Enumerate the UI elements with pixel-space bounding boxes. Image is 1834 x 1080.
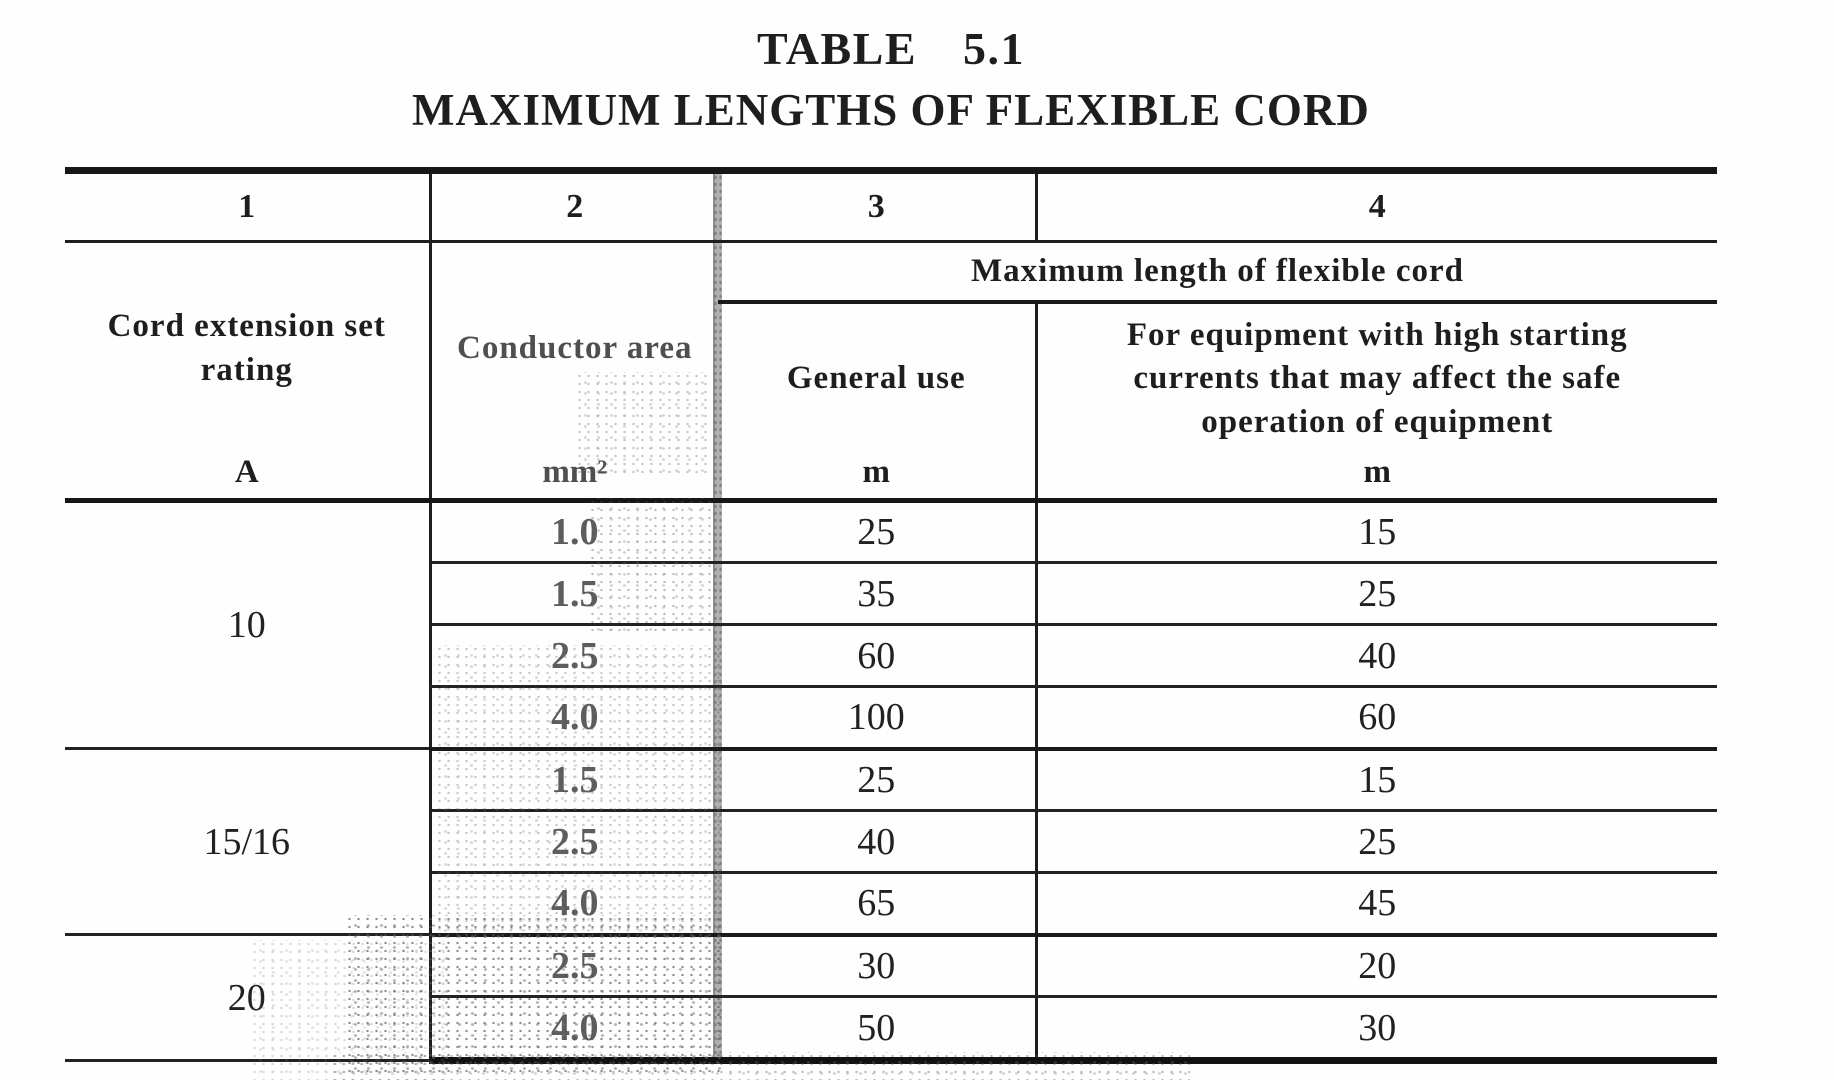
- general-use-cell: 25: [718, 748, 1036, 812]
- table-row: 4.0 50 30: [65, 996, 1717, 1064]
- high-current-cell: 15: [1034, 748, 1717, 812]
- table-row: 2.5 60 40: [65, 624, 1717, 688]
- table-row: 4.0 100 60: [65, 686, 1717, 751]
- high-current-cell: 60: [1034, 686, 1717, 751]
- header-row-top: Cord extension set rating A Conductor ar…: [65, 241, 1717, 503]
- conductor-area-cell: 1.0: [428, 500, 718, 564]
- scan-speckle: [588, 498, 713, 633]
- flexible-cord-table: 1 2 3 4 Cord extension set rating A Cond…: [65, 167, 1717, 1064]
- conductor-area-cell: 1.5: [428, 748, 718, 812]
- col-number-2: 2: [428, 167, 718, 243]
- rating-cell: 15/16: [65, 748, 430, 936]
- general-use-cell: 40: [718, 810, 1036, 874]
- header-conductor-area: Conductor area mm²: [428, 241, 718, 503]
- col-number-1: 1: [65, 167, 430, 243]
- table-row: 15/16 1.5 25 15: [65, 748, 1717, 936]
- column-number-row: 1 2 3 4: [65, 167, 1717, 243]
- conductor-area-cell: 1.5: [428, 562, 718, 626]
- scan-speckle: [435, 645, 720, 940]
- cord-rating-unit: A: [234, 454, 259, 490]
- general-use-cell: 100: [718, 686, 1036, 751]
- high-current-label: For equipment with high starting current…: [1126, 316, 1628, 441]
- scan-speckle: [250, 940, 445, 1080]
- high-current-cell: 30: [1034, 996, 1717, 1064]
- col-number-4: 4: [1034, 167, 1717, 243]
- high-current-cell: 40: [1034, 624, 1717, 688]
- table-row: 10 1.0 25 15: [65, 500, 1717, 750]
- header-high-current: For equipment with high starting current…: [1034, 301, 1717, 503]
- high-current-cell: 45: [1034, 872, 1717, 937]
- high-current-cell: 25: [1034, 810, 1717, 874]
- conductor-area-cell: 2.5: [428, 624, 718, 688]
- conductor-area-label: Conductor area: [456, 330, 693, 367]
- table-row: 1.5 35 25: [65, 562, 1717, 626]
- general-use-cell: 25: [718, 500, 1036, 564]
- general-use-label: General use: [786, 360, 966, 397]
- high-current-cell: 15: [1034, 500, 1717, 564]
- scan-smudge: [345, 915, 725, 1078]
- header-max-length: Maximum length of flexible cord: [718, 241, 1717, 304]
- scan-smudge: [330, 1052, 1190, 1080]
- general-use-cell: 35: [718, 562, 1036, 626]
- header-general-use: General use m: [718, 301, 1036, 503]
- general-use-cell: 30: [718, 934, 1036, 998]
- table-title: TABLE 5.1: [756, 23, 1026, 74]
- table-subtitle: MAXIMUM LENGTHS OF FLEXIBLE CORD: [412, 85, 1370, 135]
- general-use-cell: 50: [718, 996, 1036, 1064]
- general-use-unit: m: [862, 454, 891, 491]
- rating-cell: 10: [65, 500, 430, 750]
- high-current-cell: 25: [1034, 562, 1717, 626]
- header-cord-rating: Cord extension set rating A: [65, 241, 430, 503]
- high-current-cell: 20: [1034, 934, 1717, 998]
- table-row: 2.5 40 25: [65, 810, 1717, 874]
- header-row-sub: General use m For equipment with high st…: [65, 301, 1717, 503]
- conductor-area-cell: 2.5: [428, 810, 718, 874]
- conductor-area-cell: 4.0: [428, 686, 718, 751]
- high-current-unit: m: [1363, 454, 1392, 491]
- general-use-cell: 60: [718, 624, 1036, 688]
- cord-rating-label: Cord extension set rating: [107, 308, 386, 388]
- general-use-cell: 65: [718, 872, 1036, 937]
- scan-speckle: [575, 372, 710, 477]
- conductor-area-unit: mm²: [542, 454, 608, 490]
- col-number-3: 3: [718, 167, 1036, 243]
